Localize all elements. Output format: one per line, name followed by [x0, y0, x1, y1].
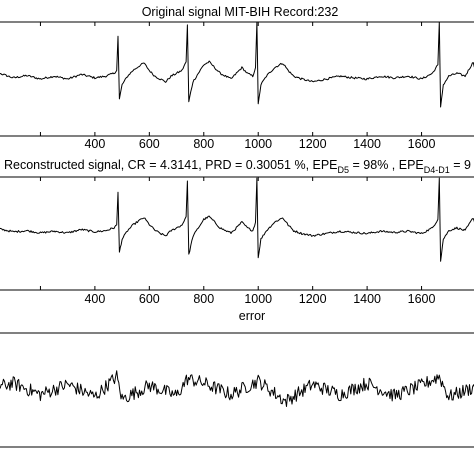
panel2-title: Reconstructed signal, CR = 4.3141, PRD =… [4, 158, 471, 175]
panel2-xlabel: error [239, 309, 265, 323]
x-tick-label-0-8: 1600 [408, 137, 436, 151]
x-tick-label-0-4: 800 [193, 137, 214, 151]
panel-original-signal: 04006008001000120014001600 [0, 21, 474, 151]
signal-line-1 [0, 177, 474, 262]
x-tick-label-0-6: 1200 [299, 137, 327, 151]
x-tick-label-0-3: 600 [139, 137, 160, 151]
x-tick-label-0-2: 400 [84, 137, 105, 151]
signal-line-2 [0, 370, 474, 407]
x-tick-label-1-7: 1400 [353, 292, 381, 306]
panel2-title-sub-d4d1: D4-D1 [424, 165, 450, 175]
panel2-title-sub-d5: D5 [338, 165, 350, 175]
axes-box-2 [0, 332, 474, 448]
signal-line-0 [0, 21, 474, 108]
panel2-title-main: Reconstructed signal, CR = 4.3141, PRD =… [4, 158, 338, 172]
panel-reconstructed-signal: 04006008001000120014001600 [0, 176, 474, 306]
axes-box-1 [0, 176, 474, 291]
x-tick-label-1-3: 600 [139, 292, 160, 306]
x-tick-label-1-8: 1600 [408, 292, 436, 306]
x-tick-label-0-7: 1400 [353, 137, 381, 151]
x-tick-label-1-2: 400 [84, 292, 105, 306]
axes-box-0 [0, 21, 474, 137]
panel-error [0, 332, 474, 448]
panel2-title-tail: = 9 [450, 158, 471, 172]
x-tick-label-1-6: 1200 [299, 292, 327, 306]
x-tick-label-0-5: 1000 [244, 137, 272, 151]
x-tick-label-1-5: 1000 [244, 292, 272, 306]
panel2-title-mid: = 98% , EPE [349, 158, 424, 172]
panel1-title: Original signal MIT-BIH Record:232 [142, 5, 339, 19]
x-tick-label-1-4: 800 [193, 292, 214, 306]
